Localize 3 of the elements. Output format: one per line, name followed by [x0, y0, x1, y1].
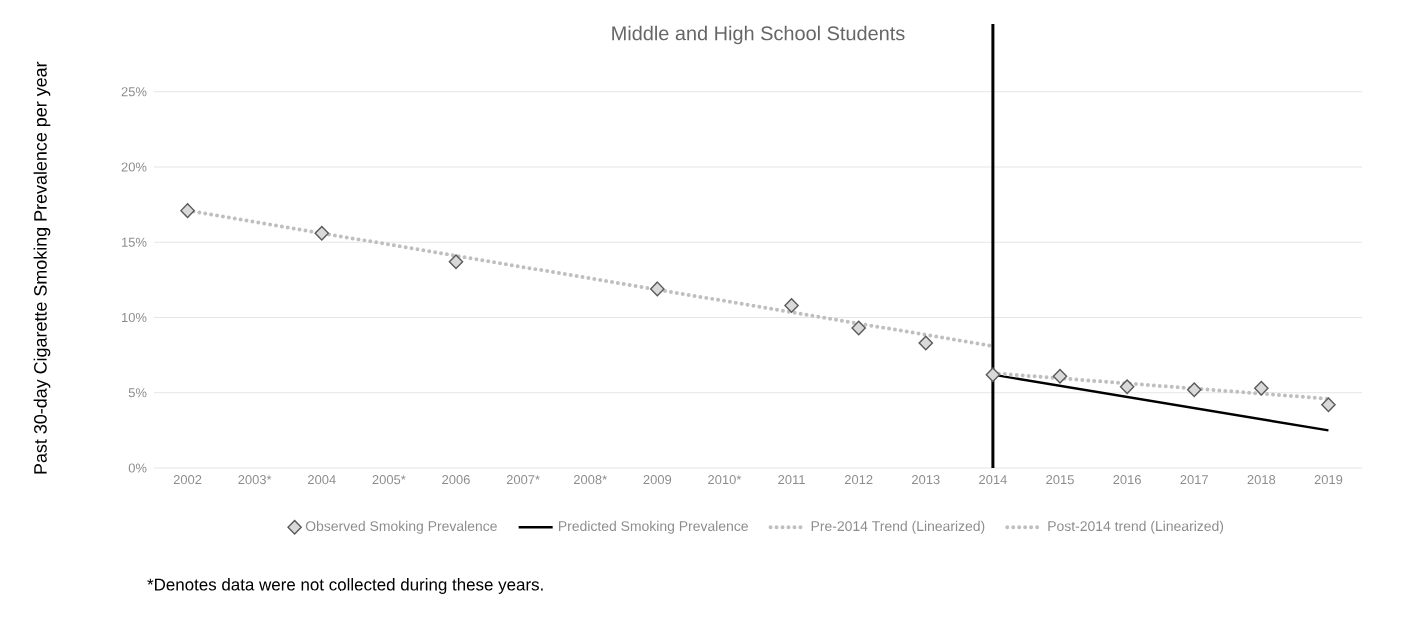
chart-title: Middle and High School Students: [612, 25, 905, 45]
y-axis-title: Past 30-day Cigarette Smoking Prevalence per year: [33, 61, 51, 474]
text: *Denotes data were not collected during these years.: [147, 578, 543, 594]
